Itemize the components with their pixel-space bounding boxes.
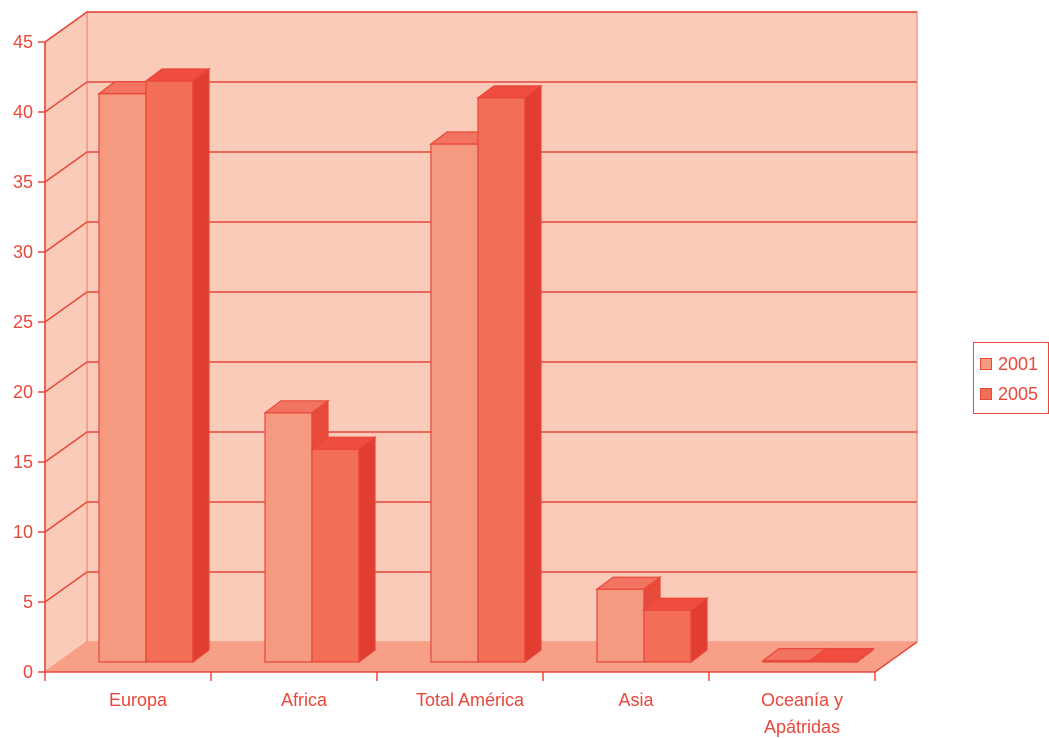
y-tick-label-30: 30 — [13, 242, 33, 262]
y-axis-tick-labels: 0 5 10 15 20 25 30 35 40 45 — [13, 32, 33, 682]
gridline-side-35 — [44, 151, 88, 183]
bar-front — [264, 412, 313, 663]
chart-legend: 2001 2005 — [973, 342, 1049, 414]
y-tick-label-5: 5 — [23, 592, 33, 612]
y-tick-label-10: 10 — [13, 522, 33, 542]
gridline-side-45 — [44, 11, 88, 43]
gridline-side-5 — [44, 571, 88, 603]
legend-label-series-2: 2005 — [998, 383, 1039, 404]
y-tick-label-35: 35 — [13, 172, 33, 192]
y-tick-label-25: 25 — [13, 312, 33, 332]
x-category-label-3: Total América — [416, 690, 525, 710]
y-tick-label-0: 0 — [23, 662, 33, 682]
side-wall — [44, 10, 88, 674]
y-tick-label-40: 40 — [13, 102, 33, 122]
bar-2005-3 — [476, 84, 543, 664]
bar-side — [524, 84, 542, 664]
bar-front — [145, 80, 194, 663]
x-category-label-1: Europa — [109, 690, 168, 710]
bar-2005-1 — [144, 67, 211, 664]
bar-front — [430, 143, 479, 663]
bar-2005-5 — [808, 647, 875, 664]
x-category-label-2: Africa — [281, 690, 328, 710]
legend-item-series-1: 2001 — [980, 352, 1038, 376]
legend-swatch-series-1 — [980, 358, 992, 370]
bar-side — [690, 597, 708, 664]
x-category-label-line: Africa — [281, 690, 328, 710]
bar-front — [311, 448, 360, 663]
bar-2005-4 — [642, 597, 709, 664]
chart-axes — [38, 41, 918, 681]
floor-right-edge — [874, 641, 918, 673]
bar-2005-2 — [310, 436, 377, 664]
gridline-side-40 — [44, 81, 88, 113]
y-tick-label-20: 20 — [13, 382, 33, 402]
bar-front — [477, 97, 526, 663]
x-category-label-line: Asia — [618, 690, 654, 710]
gridline-side-20 — [44, 361, 88, 393]
x-category-label-line: Europa — [109, 690, 168, 710]
y-tick-label-15: 15 — [13, 452, 33, 472]
legend-swatch-series-2 — [980, 388, 992, 400]
gridline-side-15 — [44, 431, 88, 463]
gridline-side-10 — [44, 501, 88, 533]
gridline-side-25 — [44, 291, 88, 323]
bar-front — [596, 588, 645, 663]
y-tick-label-45: 45 — [13, 32, 33, 52]
x-category-label-4: Asia — [618, 690, 654, 710]
gridline-side-30 — [44, 221, 88, 253]
x-category-label-line: Total América — [416, 690, 525, 710]
legend-label-series-1: 2001 — [998, 353, 1039, 374]
bar-side — [856, 647, 874, 664]
bar-side — [192, 67, 210, 664]
x-category-label-line: Oceanía y — [761, 690, 843, 710]
x-category-label-5: Oceanía y Apátridas — [761, 690, 843, 737]
x-axis-category-labels: Europa Africa Total América Asia Oceanía y Ap… — [109, 690, 843, 737]
bar-front — [98, 92, 147, 663]
bar-side — [358, 436, 376, 664]
chart-bars — [97, 67, 875, 664]
bar-front — [643, 609, 692, 663]
legend-item-series-2: 2005 — [980, 382, 1038, 406]
x-category-label-line: Apátridas — [764, 717, 840, 737]
